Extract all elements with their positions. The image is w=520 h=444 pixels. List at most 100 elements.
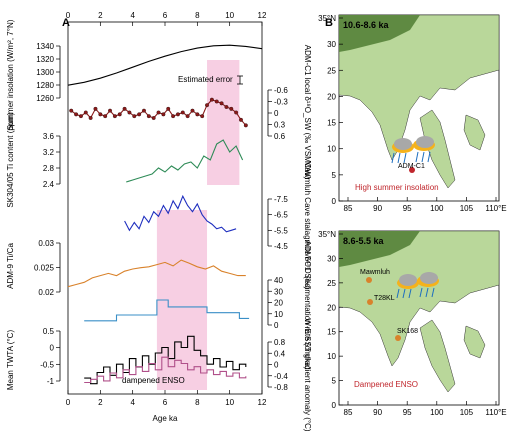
sst-tick-label: 0: [274, 361, 279, 370]
series-point: [142, 108, 146, 113]
ti-tick-label: 3.6: [43, 132, 55, 141]
twta-tick-label: 0.5: [43, 327, 55, 336]
sst-tick-label: 0.8: [274, 338, 286, 347]
series-point: [209, 97, 214, 102]
lon-tick-label: 85: [344, 204, 353, 213]
lat-tick-label: 25: [327, 279, 336, 288]
series-line-5: [84, 299, 250, 322]
lat-tick-label: 0: [332, 197, 337, 206]
lat-tick-label: 10: [327, 145, 336, 154]
map-top: 10.6-8.6 ka ADM-C1 High summer insolatio…: [318, 14, 507, 213]
site-marker-adm-c1: [409, 167, 415, 173]
series-point: [200, 114, 205, 119]
series-point: [146, 114, 151, 119]
x-top-tick-label: 6: [163, 11, 168, 20]
y-label-mawmluh: Mawmluh Cave stalagmite δ¹⁸O (‰): [303, 161, 312, 290]
x-bottom-tick-label: 0: [66, 398, 71, 407]
series-line-4: [67, 259, 246, 288]
map-top-highland: [339, 15, 420, 52]
lat-tick-label: 10: [327, 352, 336, 361]
series-point: [219, 101, 224, 106]
map-bottom-island: [463, 325, 486, 359]
sst-tick-label: 0.4: [274, 349, 286, 358]
dampened-enso-label: dampened ENSO: [122, 376, 185, 385]
adm9-tick-label: 0.025: [34, 264, 55, 273]
lon-tick-label: 110°E: [485, 204, 506, 213]
series-point: [93, 106, 98, 111]
lat-tick-label: 30: [327, 40, 336, 49]
estimated-error-label: Estimated error: [178, 75, 233, 84]
series-point: [234, 110, 239, 115]
map-bottom-highland: [339, 231, 420, 267]
series-point: [127, 110, 132, 115]
series-line-7: [84, 356, 247, 384]
map-top-mainland: [338, 14, 500, 161]
x-bottom-axis: 0 2 4 6 8 10 12: [66, 390, 267, 407]
x-bottom-tick-label: 6: [163, 398, 168, 407]
series-point: [156, 110, 161, 115]
sst-tick-label: -0.4: [274, 372, 288, 381]
d18o-sw-tick-label: 0.3: [274, 121, 286, 130]
insolation-tick-label: 1340: [36, 42, 54, 51]
y-label-sed: ADM-C1 Sedimentation rate (cm/ka): [303, 241, 312, 370]
lat-tick-label: 5: [332, 377, 337, 386]
series-point: [214, 99, 219, 104]
series-point: [78, 114, 83, 119]
shaded-interval-1: [207, 60, 240, 185]
x-top-axis: 0 2 4 6 8 10 12: [66, 11, 267, 26]
panel-b-letter: B: [325, 17, 333, 29]
y-label-ti: SK304/05 Ti content (ppm): [6, 112, 15, 208]
lon-tick-label: 100: [430, 204, 444, 213]
series-point: [103, 114, 108, 119]
lon-tick-label: 90: [373, 408, 382, 417]
lat-tick-label: 20: [327, 92, 336, 101]
lon-tick-label: 105: [460, 408, 474, 417]
map-top-title: 10.6-8.6 ka: [343, 20, 390, 30]
x-bottom-tick-label: 12: [258, 398, 267, 407]
lon-tick-label: 105: [460, 204, 474, 213]
lon-tick-label: 110°E: [485, 408, 506, 417]
series-line-0: [67, 44, 263, 86]
map-top-site-label: ADM-C1: [398, 163, 425, 170]
lat-tick-label: 25: [327, 66, 336, 75]
series-point: [108, 108, 112, 113]
map-bottom-title: 8.6-5.5 ka: [343, 236, 385, 246]
map-top-lat-ticks: 35°N 30 25 20 15 10 5 0: [318, 14, 343, 206]
series-line-6: [84, 335, 247, 385]
x-top-tick-label: 0: [66, 11, 71, 20]
series-line-2: [126, 139, 244, 183]
panel-a-letter: A: [62, 17, 70, 29]
map-bottom-lon-ticks: 85 90 95 100 105 110°E: [344, 401, 507, 417]
lat-tick-label: 5: [332, 171, 337, 180]
adm9-tick-label: 0.03: [38, 239, 54, 248]
x-top-tick-label: 4: [130, 11, 135, 20]
lon-tick-label: 100: [430, 408, 444, 417]
x-top-tick-label: 2: [98, 11, 103, 20]
map-bottom-lat-ticks: 35°N 30 25 20 15 10 5 0: [318, 230, 343, 410]
mawmluh-tick-label: -7.5: [274, 195, 288, 204]
x-bottom-tick-label: 10: [225, 398, 234, 407]
y-label-adm9: ADM-9 Ti/Ca: [6, 243, 15, 289]
sed-tick-label: 30: [274, 287, 283, 296]
site-marker-mawmluh: [366, 277, 372, 283]
rain-cloud-icon: [391, 136, 435, 164]
rain-cloud-icon: [396, 272, 439, 299]
series-point: [69, 108, 74, 113]
sed-tick-label: 40: [274, 276, 283, 285]
lon-tick-label: 90: [373, 204, 382, 213]
map-bottom-site-t28kl: T28KL: [374, 295, 395, 302]
map-bottom: 8.6-5.5 ka Mawmluh T28KL SK168 Dampened …: [318, 230, 507, 417]
map-top-island: [463, 114, 486, 151]
map-bottom-caption: Dampened ENSO: [354, 380, 418, 389]
x-bottom-tick-label: 2: [98, 398, 103, 407]
series-point: [180, 110, 185, 115]
series-point: [122, 106, 127, 111]
mawmluh-tick-label: -6.5: [274, 211, 288, 220]
series-point: [171, 114, 176, 119]
twta-tick-label: 0: [50, 344, 55, 353]
sed-tick-label: 20: [274, 299, 283, 308]
series-line-3: [124, 194, 237, 233]
map-bottom-peninsula: [419, 319, 456, 393]
adm9-tick-label: 0.02: [38, 288, 54, 297]
